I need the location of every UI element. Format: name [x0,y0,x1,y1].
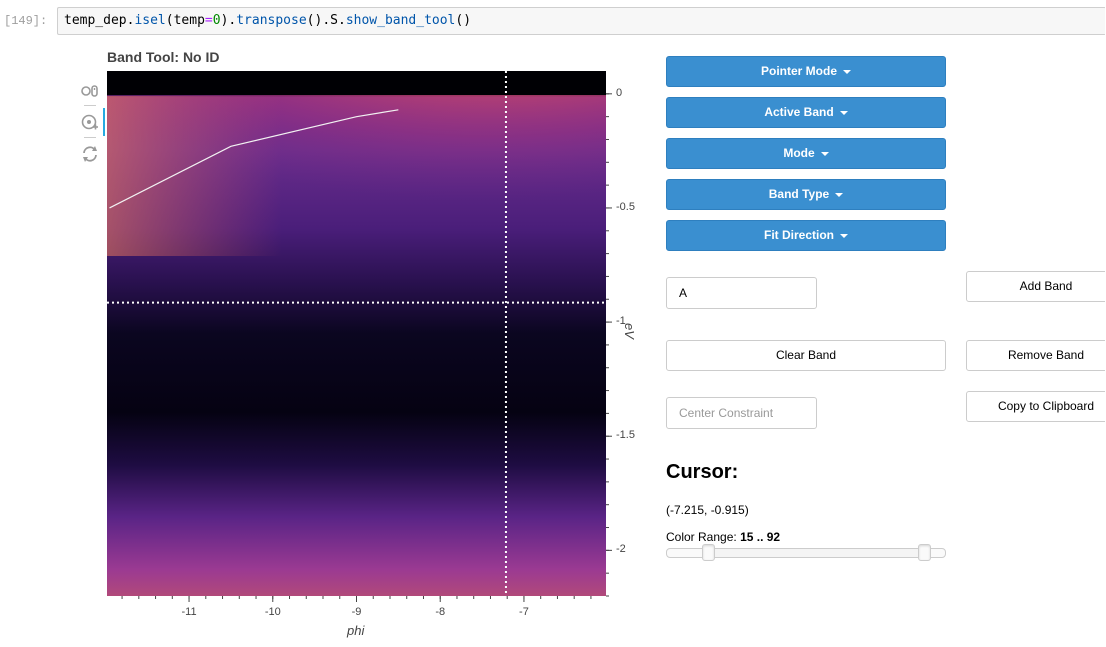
band-type-dropdown[interactable]: Band Type [666,179,946,210]
x-tick-label: -11 [181,606,197,618]
fit-direction-label: Fit Direction [763,228,834,242]
plot-title: Band Tool: No ID [107,49,220,65]
mode-label: Mode [783,146,815,160]
code-token: () [455,13,472,28]
pan-wheel-icon[interactable] [80,81,100,101]
fit-direction-dropdown[interactable]: Fit Direction [666,220,946,251]
y-tick-label: -1 [616,315,626,328]
caret-down-icon [835,192,844,197]
x-tick-label: -8 [435,606,446,618]
active-band-label: Active Band [764,105,834,119]
caret-down-icon [840,233,848,238]
remove-band-label: Remove Band [1007,348,1085,362]
pointer-mode-label: Pointer Mode [760,64,837,78]
y-tick-label: 0 [616,86,623,99]
x-tick-label: -10 [264,606,281,618]
center-constraint-input[interactable]: Center Constraint [666,397,817,429]
center-constraint-placeholder: Center Constraint [679,406,774,420]
color-range-label: Color Range: [666,530,737,544]
x-tick-label: -7 [519,606,529,618]
cursor-coordinates: (-7.215, -0.915) [666,503,749,517]
mode-dropdown[interactable]: Mode [666,138,946,169]
y-tick-label: -2 [616,543,626,556]
x-tick-label: -9 [351,606,362,618]
code-token: ().S. [306,13,346,28]
code-token: (temp [165,13,205,28]
toolbar-divider [84,105,96,106]
code-token: = [204,13,213,28]
pointer-mode-dropdown[interactable]: Pointer Mode [666,56,946,87]
crosshair-hover-icon[interactable] [80,112,100,132]
color-range-high-handle[interactable] [917,544,931,561]
code-token: transpose [236,13,307,28]
color-range-slider-fill [708,549,924,557]
y-axis-title: eV [622,323,637,339]
band-name-input[interactable]: A [666,277,817,309]
add-band-button[interactable]: Add Band [966,271,1106,302]
caret-down-icon [820,151,829,156]
code-input-cell[interactable]: temp_dep.isel(temp=0).transpose().S.show… [57,7,1106,35]
band-fit-line [109,109,399,209]
band-name-value: A [679,286,688,300]
active-tool-indicator [103,108,105,136]
add-band-label: Add Band [1019,279,1073,293]
band-heatmap[interactable] [107,71,606,596]
code-token: show_band_tool [345,13,456,28]
color-range-value: 15 .. 92 [740,530,781,544]
cell-prompt: [149]: [4,14,48,28]
reset-icon[interactable] [80,144,100,164]
caret-down-icon [843,69,851,74]
caret-down-icon [839,110,848,115]
band-type-label: Band Type [768,187,830,201]
cursor-heading: Cursor: [666,461,739,483]
remove-band-button[interactable]: Remove Band [966,340,1106,371]
color-range-low-handle[interactable] [702,544,715,561]
x-axis-title: phi [347,623,365,638]
y-tick-label: -1.5 [616,429,635,442]
clear-band-label: Clear Band [775,348,837,362]
code-token: 0 [212,13,221,28]
copy-to-clipboard-button[interactable]: Copy to Clipboard [966,391,1106,422]
code-token: temp_dep. [64,13,135,28]
code-token: ). [220,13,237,28]
code-token: isel [134,13,166,28]
clear-band-button[interactable]: Clear Band [666,340,946,371]
copy-to-clipboard-label: Copy to Clipboard [997,399,1095,413]
active-band-dropdown[interactable]: Active Band [666,97,946,128]
color-range-row: Color Range: 15 .. 92 [666,530,780,544]
y-tick-label: -0.5 [616,200,635,213]
toolbar-divider [84,137,96,138]
